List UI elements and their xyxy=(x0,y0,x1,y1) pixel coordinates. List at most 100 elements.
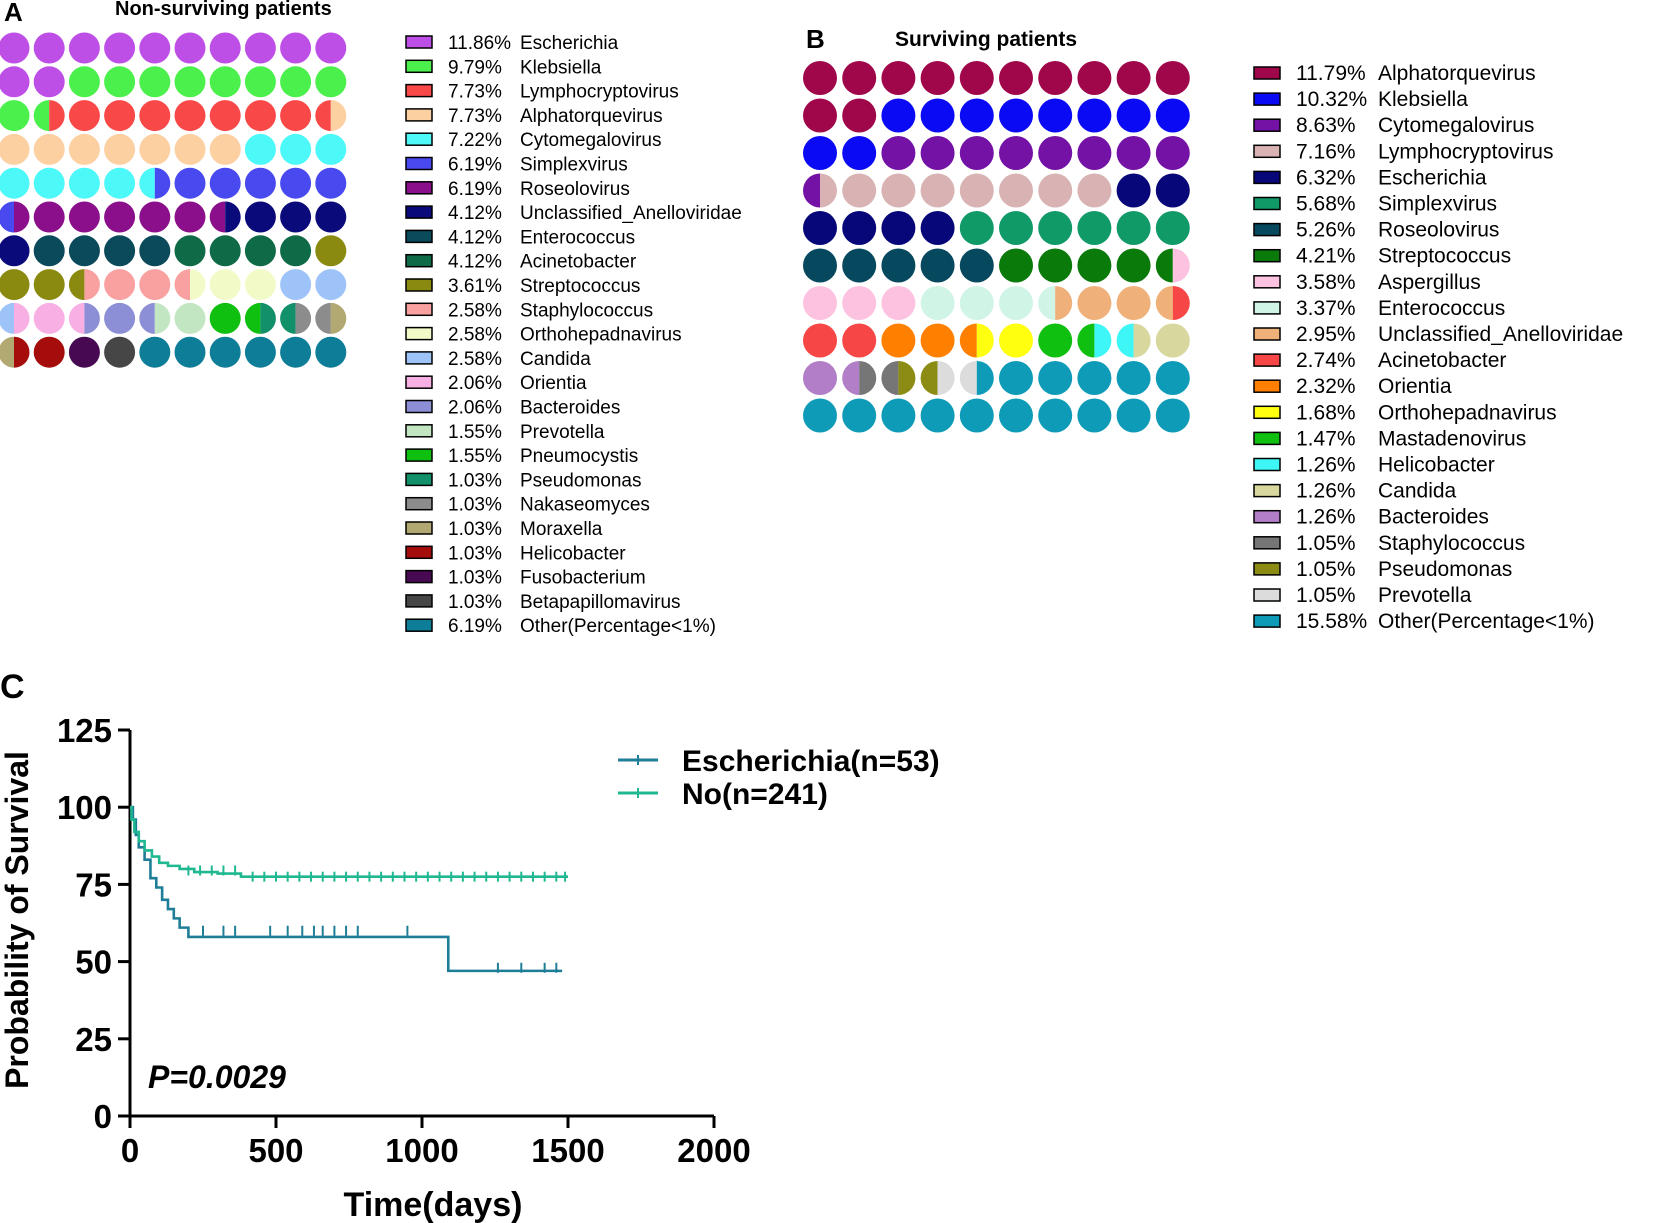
waffle-dot xyxy=(1155,361,1190,395)
waffle-cell xyxy=(1116,136,1151,170)
waffle-cell xyxy=(244,100,276,132)
km-axes: 0 25 50 75 100 125 0 500 1000 1500 2000 xyxy=(57,712,751,1169)
waffle-cell xyxy=(842,136,877,170)
legend-entry: 15.58% Other(Percentage<1%) xyxy=(1253,610,1595,633)
waffle-cell xyxy=(104,167,136,199)
waffle-dot xyxy=(33,66,65,98)
waffle-dot xyxy=(999,98,1033,133)
waffle-dot-right-half xyxy=(190,269,206,301)
waffle-cell xyxy=(280,66,312,98)
waffle-dot xyxy=(244,235,276,267)
waffle-dot xyxy=(280,235,312,267)
waffle-cell xyxy=(999,211,1033,245)
waffle-dot xyxy=(803,136,837,170)
waffle-dot xyxy=(0,269,30,301)
waffle-cell xyxy=(139,133,171,165)
legend-entry: 4.21% Streptococcus xyxy=(1253,245,1511,268)
waffle-cell xyxy=(881,98,916,133)
waffle-dot-right-half xyxy=(260,302,276,334)
waffle-cell xyxy=(842,61,877,95)
legend-swatch xyxy=(1253,431,1281,446)
waffle-cell xyxy=(315,133,347,165)
legend-swatch xyxy=(405,448,433,462)
waffle-cell xyxy=(842,286,877,320)
waffle-cell xyxy=(999,136,1033,170)
waffle-cell xyxy=(139,269,171,301)
waffle-cell xyxy=(280,235,312,267)
waffle-cell xyxy=(174,201,206,233)
waffle-cell xyxy=(842,398,877,433)
waffle-cell xyxy=(920,136,955,170)
waffle-cell xyxy=(209,269,241,301)
legend-entry: 4.12% Acinetobacter xyxy=(405,252,637,273)
legend-label: Enterococcus xyxy=(1378,297,1505,320)
waffle-cell xyxy=(68,167,100,199)
waffle-dot xyxy=(1116,211,1151,245)
waffle-dot xyxy=(1155,398,1190,433)
waffle-dot xyxy=(1116,98,1151,133)
legend-percent: 1.26% xyxy=(1296,480,1356,503)
legend-percent: 6.19% xyxy=(448,155,502,176)
waffle-dot xyxy=(881,136,916,170)
waffle-cell xyxy=(0,336,30,368)
waffle-cell xyxy=(68,269,100,301)
waffle-cell xyxy=(104,201,136,233)
legend-entry: 11.86% Escherichia xyxy=(405,33,619,54)
legend-entry: 2.58% Candida xyxy=(405,349,591,370)
legend-percent: 2.58% xyxy=(448,325,502,346)
waffle-cell xyxy=(68,100,100,132)
legend-entry: 1.26% Candida xyxy=(1253,480,1457,503)
waffle-dot xyxy=(68,66,100,98)
waffle-cell xyxy=(104,269,136,301)
legend-percent: 1.03% xyxy=(448,470,502,491)
legend-percent: 3.37% xyxy=(1296,297,1356,320)
waffle-dot xyxy=(174,167,206,199)
waffle-dot-right-half xyxy=(14,302,30,334)
waffle-dot-left-half xyxy=(139,302,155,334)
legend-swatch xyxy=(1253,353,1281,367)
legend-entry: 1.68% Orthohepadnavirus xyxy=(1253,401,1557,424)
waffle-cell xyxy=(999,61,1033,95)
legend-entry: 1.05% Pseudomonas xyxy=(1253,558,1512,581)
waffle-cell xyxy=(1077,323,1112,358)
waffle-dot xyxy=(104,235,136,267)
y-tick-label: 100 xyxy=(57,789,112,826)
km-legend-label: No(n=241) xyxy=(682,778,828,811)
legend-label: Cytomegalovirus xyxy=(1378,114,1534,137)
legend-swatch xyxy=(405,35,433,49)
waffle-cell xyxy=(1038,61,1073,95)
waffle-cell xyxy=(881,173,916,208)
waffle-cell xyxy=(209,32,241,64)
waffle-cell xyxy=(0,201,30,233)
waffle-dot xyxy=(999,361,1033,395)
km-legend-entry: Escherichia(n=53) xyxy=(618,745,940,778)
waffle-dot-left-half xyxy=(881,361,899,395)
legend-entry: 2.06% Bacteroides xyxy=(405,398,620,419)
legend-percent: 1.26% xyxy=(1296,506,1356,529)
waffle-dot xyxy=(139,336,171,368)
waffle-cell xyxy=(68,32,100,64)
waffle-cell xyxy=(280,302,312,334)
panel-b-letter: B xyxy=(806,24,825,54)
waffle-dot-left-half xyxy=(1116,323,1134,358)
panel-a-letter: A xyxy=(4,0,23,27)
waffle-cell xyxy=(104,66,136,98)
waffle-cell xyxy=(280,336,312,368)
waffle-dot xyxy=(1077,173,1112,208)
waffle-dot xyxy=(315,235,347,267)
legend-percent: 1.68% xyxy=(1296,401,1356,424)
legend-entry: 1.26% Bacteroides xyxy=(1253,506,1489,529)
waffle-dot-right-half xyxy=(1172,286,1190,320)
waffle-cell xyxy=(1077,398,1112,433)
p-value-annotation: P=0.0029 xyxy=(148,1059,286,1095)
waffle-cell xyxy=(1077,136,1112,170)
waffle-cell xyxy=(881,136,916,170)
legend-label: Alphatorquevirus xyxy=(520,106,663,127)
legend-label: Betapapillomavirus xyxy=(520,592,681,613)
legend-swatch xyxy=(405,472,433,487)
waffle-dot xyxy=(1155,173,1190,208)
waffle-dot xyxy=(1038,61,1073,95)
waffle-dot-right-half xyxy=(1094,323,1112,358)
waffle-dot-right-half xyxy=(14,201,30,233)
legend-entry: 7.16% Lymphocryptovirus xyxy=(1253,140,1553,163)
